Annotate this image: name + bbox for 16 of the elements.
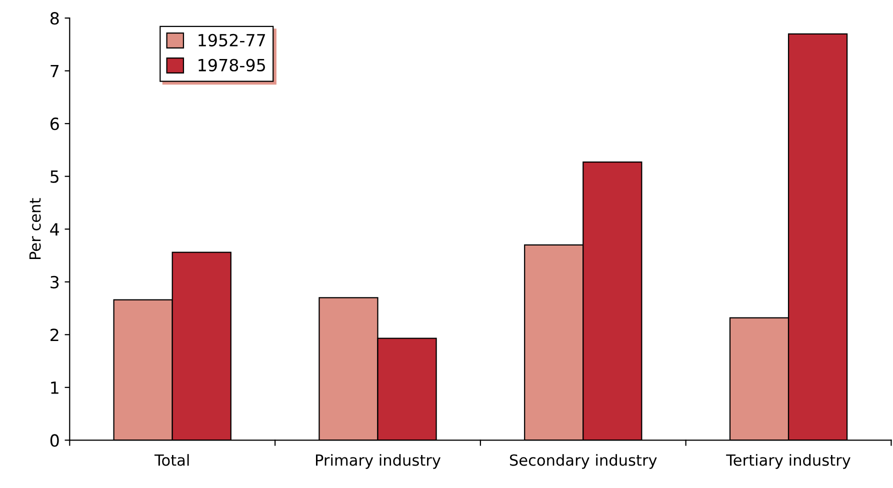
legend-label: 1952-77 [198,34,266,46]
y-tick-label: 5 [50,170,58,183]
y-tick-label: 7 [50,65,59,78]
y-tick-label: 3 [50,276,59,288]
y-axis-title: Per cent [29,198,41,259]
y-tick-label: 1 [51,382,58,394]
x-tick-label: Tertiary industry [726,454,850,469]
y-tick-label: 2 [50,328,58,341]
y-tick-label: 6 [50,118,59,130]
y-tick-label: 4 [50,223,59,236]
x-tick-label: Primary industry [316,454,441,469]
y-tick-label: 8 [50,12,59,25]
y-tick-label: 0 [50,434,59,447]
x-tick-label: Total [154,454,189,466]
x-tick-label: Secondary industry [510,454,657,469]
legend-label: 1978-95 [198,58,265,72]
